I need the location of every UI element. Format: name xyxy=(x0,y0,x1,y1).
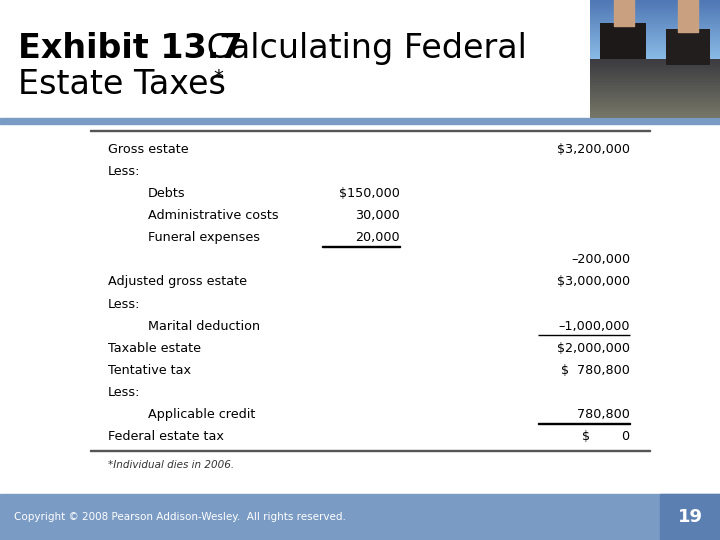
Bar xyxy=(322,246,400,247)
Text: Marital deduction: Marital deduction xyxy=(148,320,260,333)
Text: Adjusted gross estate: Adjusted gross estate xyxy=(108,275,247,288)
Bar xyxy=(0,118,720,124)
Text: Tentative tax: Tentative tax xyxy=(108,364,191,377)
Bar xyxy=(90,130,650,131)
Text: $  780,800: $ 780,800 xyxy=(561,364,630,377)
Text: $        0: $ 0 xyxy=(582,430,630,443)
Text: Taxable estate: Taxable estate xyxy=(108,342,201,355)
Text: 30,000: 30,000 xyxy=(355,209,400,222)
Bar xyxy=(0,0,720,118)
Text: 20,000: 20,000 xyxy=(356,231,400,244)
Bar xyxy=(660,494,720,540)
Text: Calculating Federal: Calculating Federal xyxy=(196,32,527,65)
Text: $2,000,000: $2,000,000 xyxy=(557,342,630,355)
Text: Copyright © 2008 Pearson Addison-Wesley.  All rights reserved.: Copyright © 2008 Pearson Addison-Wesley.… xyxy=(14,512,346,522)
Text: $3,200,000: $3,200,000 xyxy=(557,143,630,156)
Text: Gross estate: Gross estate xyxy=(108,143,189,156)
Text: Federal estate tax: Federal estate tax xyxy=(108,430,224,443)
Text: Funeral expenses: Funeral expenses xyxy=(148,231,260,244)
Text: *: * xyxy=(213,68,223,87)
Text: *Individual dies in 2006.: *Individual dies in 2006. xyxy=(108,460,234,470)
Text: –1,000,000: –1,000,000 xyxy=(559,320,630,333)
Text: 780,800: 780,800 xyxy=(577,408,630,421)
Text: Administrative costs: Administrative costs xyxy=(148,209,279,222)
Text: Estate Taxes: Estate Taxes xyxy=(18,68,226,101)
Text: $3,000,000: $3,000,000 xyxy=(557,275,630,288)
Bar xyxy=(0,494,720,540)
Text: 19: 19 xyxy=(678,508,703,526)
Text: Exhibit 13.7: Exhibit 13.7 xyxy=(18,32,243,65)
Bar xyxy=(538,423,630,424)
Text: Less:: Less: xyxy=(108,165,140,178)
Text: Less:: Less: xyxy=(108,298,140,310)
Text: Less:: Less: xyxy=(108,386,140,399)
Bar xyxy=(90,450,650,451)
Text: Applicable credit: Applicable credit xyxy=(148,408,256,421)
Text: Debts: Debts xyxy=(148,187,186,200)
Text: –200,000: –200,000 xyxy=(571,253,630,266)
Text: $150,000: $150,000 xyxy=(339,187,400,200)
